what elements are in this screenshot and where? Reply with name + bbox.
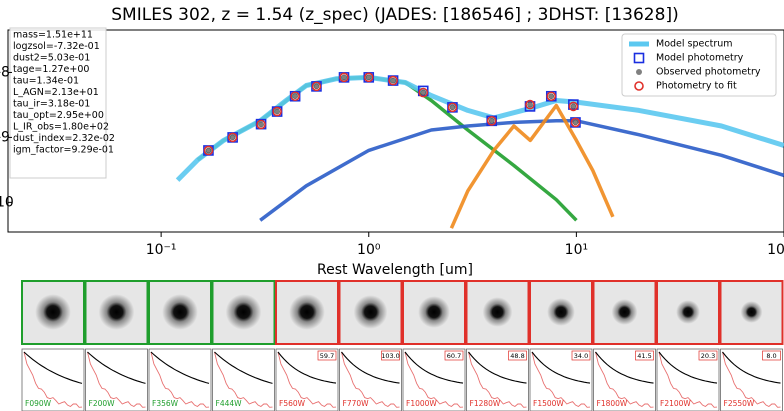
observed-photometry-point — [293, 94, 298, 99]
source-blob — [99, 294, 135, 330]
x-tick-label: 10⁻¹ — [146, 242, 177, 258]
snr-label: 48.8 — [510, 352, 524, 360]
legend-label: Observed photometry — [656, 67, 761, 78]
observed-photometry-point — [275, 109, 280, 114]
x-tick-label: 10¹ — [565, 242, 588, 258]
parameter-text: logzsol=-7.32e-01 — [13, 41, 100, 52]
observed-photometry-point — [342, 75, 347, 80]
source-blob — [741, 301, 763, 323]
filter-label: F770W — [343, 399, 370, 408]
model-curve — [198, 77, 577, 220]
y-tick-label: 10 — [0, 194, 14, 210]
observed-photometry-point — [314, 84, 319, 89]
x-tick-label: 10 — [767, 242, 784, 258]
y-tick-label: -9 — [0, 129, 10, 145]
parameter-text: L_IR_obs=1.80e+02 — [13, 122, 109, 133]
filter-label: F2550W — [724, 399, 755, 408]
source-blob — [483, 297, 513, 327]
filter-label: F1280W — [470, 399, 501, 408]
parameter-text: L_AGN=2.13e+01 — [13, 87, 99, 98]
filter-label: F200W — [89, 399, 116, 408]
source-blob — [289, 294, 325, 330]
observed-photometry-point — [391, 78, 396, 83]
filter-label: F444W — [216, 399, 243, 408]
snr-label: 34.0 — [574, 352, 588, 360]
parameter-text: tau_opt=2.95e+00 — [13, 110, 104, 121]
source-blob — [162, 294, 198, 330]
parameter-text: dust_index=2.32e-02 — [13, 133, 115, 144]
overlay: mass=1.51e+11logzsol=-7.32e-01dust2=5.03… — [10, 28, 776, 178]
snr-label: 8.0 — [766, 352, 776, 360]
legend-label: Photometry to fit — [656, 81, 737, 92]
snr-label: 60.7 — [447, 352, 461, 360]
y-tick-label: -8 — [0, 64, 10, 80]
legend-label: Model spectrum — [656, 39, 733, 50]
x-axis-label: Rest Wavelength [um] — [317, 262, 473, 278]
observed-photometry-point — [230, 135, 235, 140]
x-tick-label: 10⁰ — [357, 242, 381, 258]
source-blob — [418, 296, 450, 328]
observed-photometry-point — [549, 94, 554, 99]
source-blob — [35, 294, 71, 330]
parameter-text: tage=1.27e+00 — [13, 64, 89, 75]
source-blob — [226, 294, 262, 330]
observed-photometry-point — [206, 148, 211, 153]
source-blob — [676, 300, 700, 324]
observed-photometry-point — [573, 120, 578, 125]
filter-label: F090W — [25, 399, 52, 408]
observed-photometry-point — [366, 75, 371, 80]
source-blob — [547, 298, 575, 326]
snr-label: 20.3 — [701, 352, 715, 360]
parameter-text: igm_factor=9.29e-01 — [13, 145, 114, 156]
filter-label: F2100W — [660, 399, 691, 408]
legend-label: Model photometry — [656, 53, 744, 64]
chart-title: SMILES 302, z = 1.54 (z_spec) (JADES: [1… — [111, 5, 678, 25]
parameter-text: tau_ir=3.18e-01 — [13, 99, 90, 110]
observed-photometry-point — [571, 104, 576, 109]
filter-label: F1500W — [533, 399, 564, 408]
parameter-text: tau=1.34e-01 — [13, 76, 79, 87]
filter-label: F1000W — [406, 399, 437, 408]
observed-photometry-point — [528, 102, 533, 107]
parameter-text: dust2=5.03e-01 — [13, 53, 90, 64]
filter-label: F356W — [152, 399, 179, 408]
legend-swatch — [636, 69, 642, 75]
figure: SMILES 302, z = 1.54 (z_spec) (JADES: [1… — [0, 0, 784, 411]
observed-photometry-point — [421, 90, 426, 95]
observed-photometry-point — [259, 122, 264, 127]
snr-label: 103.0 — [381, 352, 400, 360]
observed-photometry-point — [450, 105, 455, 110]
filter-label: F560W — [279, 399, 306, 408]
source-blob — [612, 299, 638, 325]
source-blob — [354, 295, 388, 329]
snr-label: 59.7 — [320, 352, 334, 360]
observed-photometry-point — [489, 118, 494, 123]
filter-label: F1800W — [597, 399, 628, 408]
snr-label: 41.5 — [637, 352, 651, 360]
parameter-text: mass=1.51e+11 — [13, 30, 93, 41]
